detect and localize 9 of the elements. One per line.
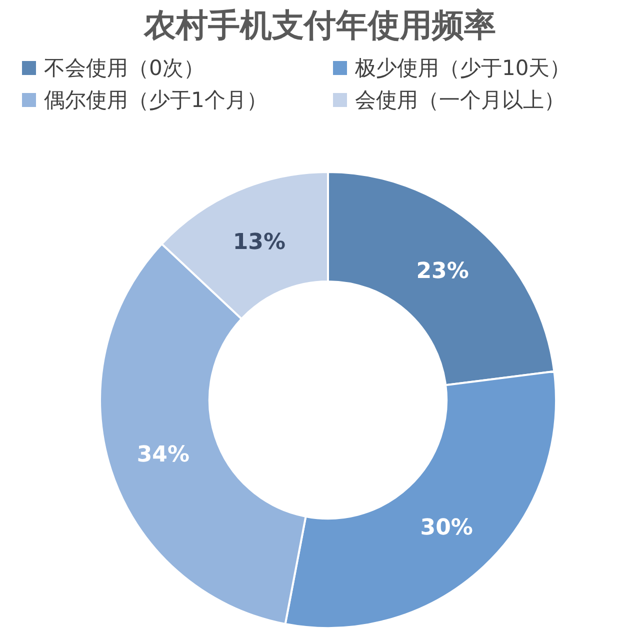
- legend-label: 不会使用（0次）: [44, 56, 204, 80]
- legend-label: 会使用（一个月以上）: [355, 88, 565, 112]
- legend-label: 偶尔使用（少于1个月）: [44, 88, 268, 112]
- legend-label: 极少使用（少于10天）: [354, 56, 571, 80]
- data-label: 13%: [232, 230, 286, 255]
- data-label: 30%: [420, 515, 473, 540]
- data-label: 34%: [136, 442, 190, 468]
- chart-title: 农村手机支付年使用频率: [143, 6, 496, 44]
- data-label: 23%: [416, 259, 469, 284]
